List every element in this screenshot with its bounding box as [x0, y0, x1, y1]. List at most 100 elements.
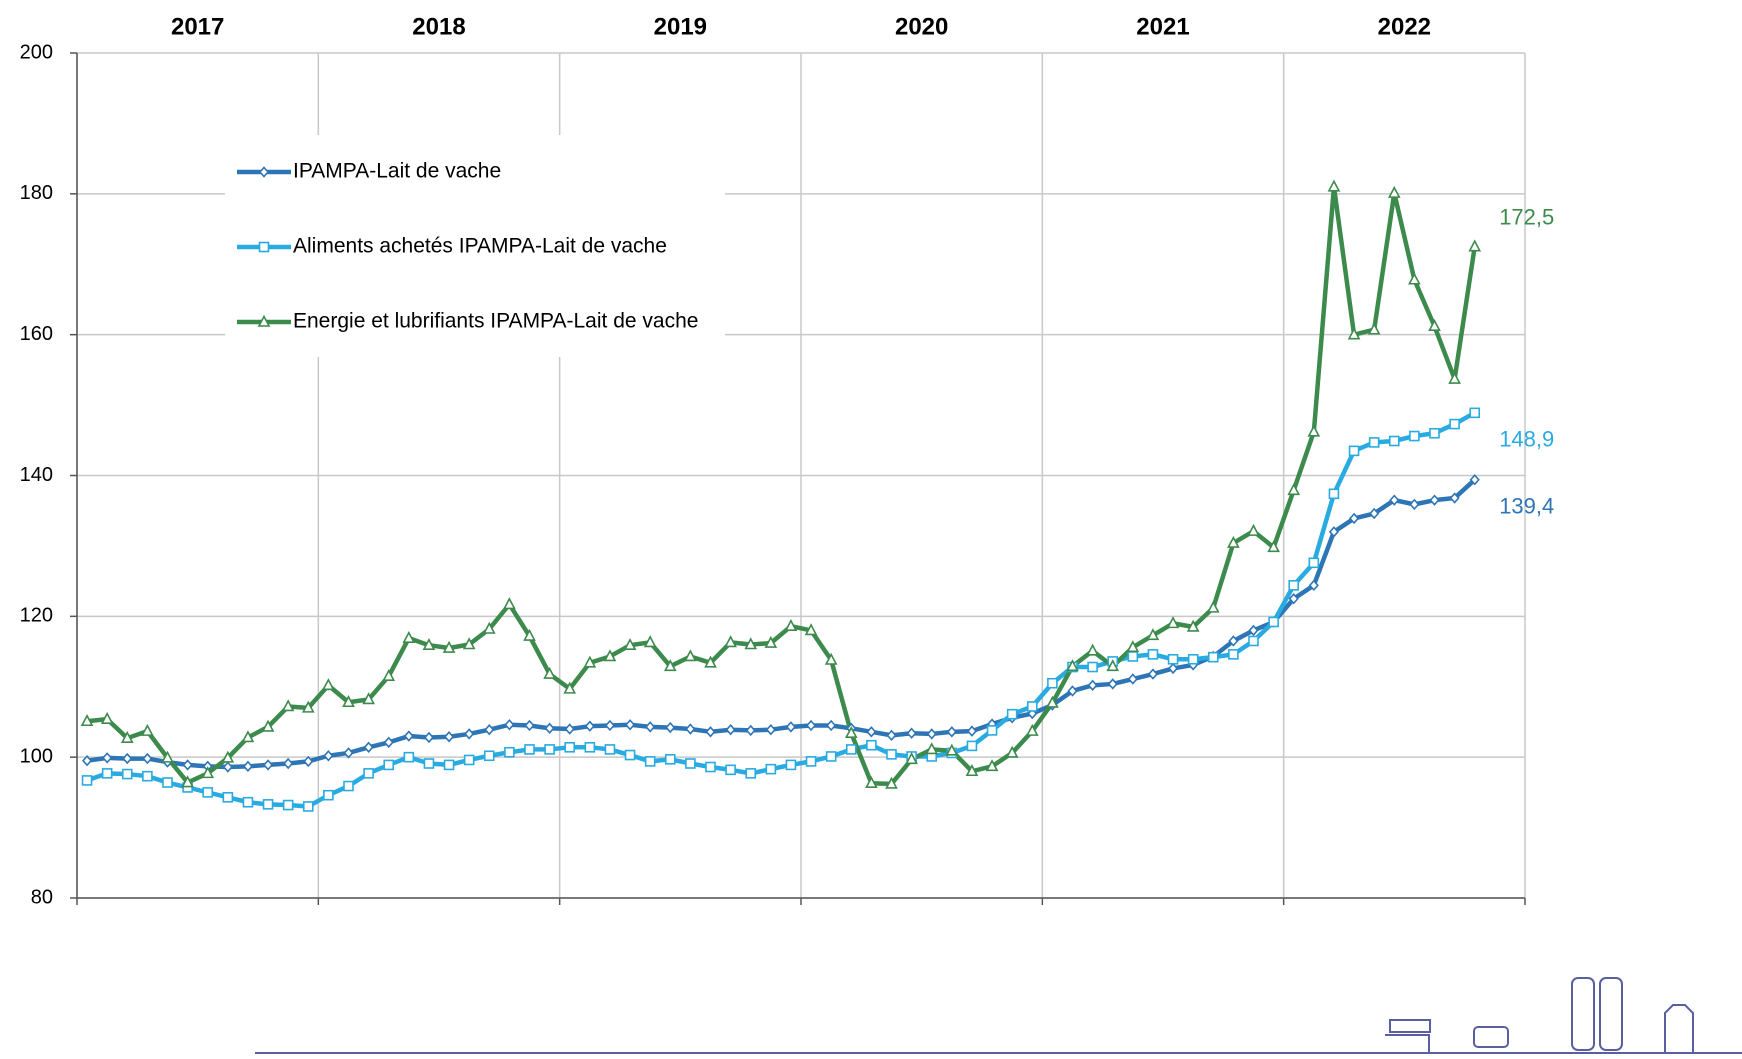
point — [100, 711, 114, 724]
year-label: 2021 — [1136, 13, 1189, 40]
point — [1368, 437, 1380, 448]
point — [1409, 430, 1420, 442]
point — [1288, 593, 1299, 605]
point — [1268, 616, 1279, 628]
series-line — [86, 478, 1477, 770]
point — [1167, 653, 1179, 665]
point — [725, 724, 736, 736]
point — [1106, 659, 1120, 672]
point — [544, 722, 555, 734]
point — [262, 759, 274, 771]
year-label: 2022 — [1378, 13, 1431, 40]
point — [524, 719, 535, 732]
point — [301, 700, 315, 713]
legend-label: IPAMPA-Lait de vache — [293, 160, 501, 183]
farm-icon — [1385, 1019, 1431, 1053]
point — [966, 740, 978, 752]
point — [725, 764, 736, 776]
point — [543, 666, 556, 679]
point — [1107, 678, 1118, 690]
point — [221, 750, 235, 763]
value-label: 139,4 — [1499, 494, 1554, 519]
point — [442, 640, 456, 653]
point — [323, 750, 334, 762]
point — [643, 635, 657, 648]
point — [926, 728, 937, 740]
point — [1087, 661, 1098, 673]
point — [584, 720, 595, 732]
y-tick-label: 120 — [20, 605, 53, 627]
point — [805, 719, 817, 732]
point — [1387, 185, 1401, 198]
point — [1408, 272, 1421, 285]
point — [1367, 322, 1381, 335]
point — [523, 628, 536, 641]
point — [663, 659, 677, 672]
point — [624, 719, 636, 731]
point — [1429, 494, 1440, 506]
series-line — [86, 184, 1477, 787]
point — [1228, 635, 1239, 647]
point — [422, 637, 436, 651]
point — [1046, 695, 1059, 708]
point — [765, 763, 777, 775]
point — [925, 742, 939, 755]
point — [202, 787, 214, 798]
point — [946, 726, 957, 738]
point — [1468, 239, 1482, 252]
point — [1469, 407, 1481, 419]
point — [604, 744, 616, 755]
point — [403, 730, 414, 742]
point — [824, 652, 838, 665]
y-tick-label: 180 — [20, 182, 53, 204]
point — [464, 728, 475, 740]
point — [402, 630, 416, 643]
point — [1428, 318, 1441, 332]
point — [504, 746, 515, 758]
point — [242, 760, 254, 773]
point — [644, 756, 656, 767]
point — [945, 743, 959, 756]
point — [462, 637, 476, 650]
point — [383, 759, 395, 771]
point — [423, 731, 435, 744]
point — [1348, 512, 1360, 525]
point — [684, 649, 697, 662]
point — [524, 744, 535, 755]
point — [805, 756, 817, 767]
point — [363, 768, 374, 779]
point — [1026, 701, 1038, 712]
point — [1047, 677, 1058, 689]
point — [1348, 445, 1360, 457]
y-tick-label: 140 — [20, 464, 53, 486]
point — [1167, 662, 1179, 675]
point — [563, 681, 577, 694]
point — [1006, 708, 1018, 720]
point — [343, 747, 354, 759]
point — [1087, 679, 1098, 692]
point — [142, 752, 153, 765]
point — [1369, 507, 1380, 520]
point — [825, 751, 837, 762]
point — [483, 750, 495, 762]
point — [1308, 579, 1319, 592]
point — [182, 759, 193, 771]
point — [363, 741, 374, 754]
point — [482, 621, 496, 634]
point — [443, 759, 455, 771]
point — [564, 742, 576, 753]
point — [764, 635, 778, 648]
point — [141, 723, 154, 736]
point — [966, 725, 978, 737]
year-label: 2017 — [171, 13, 224, 40]
point — [826, 719, 837, 732]
point — [866, 739, 877, 751]
silo-icon — [1599, 977, 1623, 1051]
point — [1207, 651, 1219, 663]
point — [866, 726, 877, 738]
point — [685, 758, 696, 769]
point — [1248, 635, 1259, 647]
y-tick-label: 160 — [20, 323, 53, 345]
point — [1429, 427, 1440, 439]
